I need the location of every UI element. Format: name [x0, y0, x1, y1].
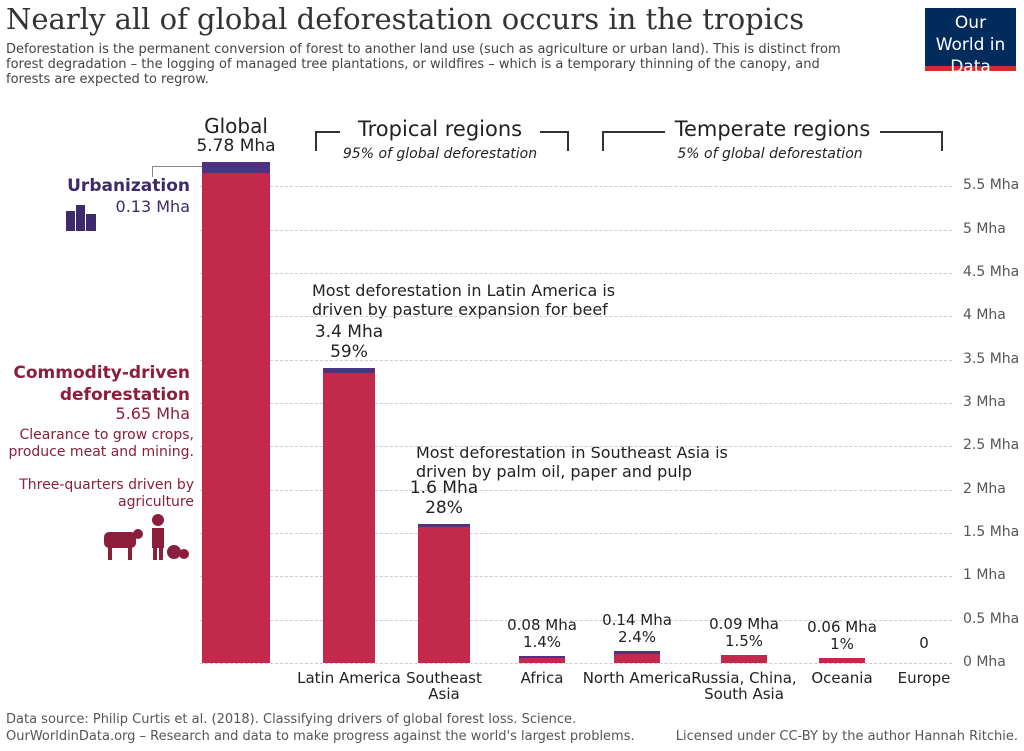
grid-line — [200, 316, 952, 318]
x-tick-label: Russia, China, South Asia — [691, 669, 797, 703]
bar-segment — [202, 173, 270, 663]
grid-line — [200, 229, 952, 231]
y-tick-label: 2.5 Mha — [963, 437, 1020, 454]
x-tick-label: Global — [204, 114, 268, 139]
total-label: 0.14 Mha — [602, 610, 672, 629]
bar-segment — [418, 524, 470, 527]
x-tick-label: Europe — [897, 669, 951, 687]
bar-segment — [418, 526, 470, 663]
total-label: 0.06 Mha — [807, 617, 877, 636]
connector — [152, 166, 203, 177]
annotation: Three-quarters driven by agriculture — [19, 477, 194, 510]
grid-line — [200, 273, 952, 274]
grid-line — [200, 576, 952, 578]
bar-segment — [819, 657, 865, 663]
x-tick-label: North America — [582, 669, 692, 687]
agriculture-icon — [104, 514, 189, 560]
grid-line — [200, 446, 952, 448]
footer: OurWorldinData.org – Research and data t… — [6, 729, 635, 744]
annotation: Most deforestation in Southeast Asia is … — [416, 443, 728, 481]
group-label: Tropical regions — [340, 117, 540, 141]
share-label: 28% — [425, 498, 463, 519]
y-tick-label: 5.5 Mha — [963, 177, 1020, 194]
group-note: 5% of global deforestation — [677, 146, 863, 162]
bar-segment — [519, 657, 565, 663]
y-tick-label: 3.5 Mha — [963, 350, 1020, 367]
y-tick-label: 1.5 Mha — [963, 524, 1020, 540]
legend-value: 0.13 Mha — [115, 197, 190, 216]
logo-text: Our World in Data — [935, 13, 1006, 77]
legend-label: Commodity-driven deforestation — [13, 363, 190, 405]
chart-title: Nearly all of global deforestation occur… — [6, 2, 805, 36]
bar-segment — [519, 656, 565, 658]
bar-segment — [202, 162, 270, 174]
y-tick-label: 0.5 Mha — [963, 610, 1020, 627]
total-label: 0.09 Mha — [709, 615, 779, 634]
share-label: 1.4% — [522, 633, 562, 652]
source: Data source: Philip Curtis et al. (2018)… — [6, 712, 577, 727]
grid-line — [200, 619, 952, 621]
y-tick-label: 3 Mha — [963, 394, 1006, 410]
bar-segment — [323, 368, 375, 373]
group-note: 95% of global deforestation — [342, 146, 538, 162]
grid-line — [200, 359, 952, 361]
grid-line — [200, 663, 952, 664]
total-label: 0.08 Mha — [507, 616, 577, 635]
x-tick-label: Africa — [520, 669, 564, 687]
total-label: 0 — [919, 634, 929, 652]
grid-line — [200, 186, 952, 188]
y-tick-label: 2 Mha — [963, 480, 1006, 497]
subtitle: Deforestation is the permanent conversio… — [6, 42, 841, 87]
y-tick-label: 1 Mha — [963, 567, 1006, 584]
share-label: 1% — [830, 634, 854, 653]
y-tick-label: 4 Mha — [963, 307, 1006, 324]
share-label: 59% — [330, 342, 368, 363]
y-tick-label: 5 Mha — [963, 220, 1006, 237]
x-tick-label: Oceania — [811, 669, 873, 687]
city-icon — [66, 205, 96, 231]
y-tick-label: 0 Mha — [963, 654, 1006, 670]
grid-line — [200, 489, 952, 491]
y-tick-label: 4.5 Mha — [963, 264, 1020, 280]
bar-segment — [614, 650, 660, 655]
bar-segment — [323, 372, 375, 663]
x-tick-label: Latin America — [297, 669, 401, 687]
share-label: 1.5% — [724, 632, 764, 651]
legend-label: Urbanization — [67, 176, 190, 196]
x-tick-label: Southeast Asia — [406, 669, 482, 703]
total-label: 1.6 Mha — [409, 478, 479, 499]
annotation: Clearance to grow crops, produce meat an… — [8, 427, 194, 460]
group-label: Temperate regions — [665, 117, 880, 141]
bar-segment — [614, 654, 660, 663]
logo: Our World in Data — [925, 8, 1016, 77]
grid-line — [200, 403, 952, 404]
bar-segment — [721, 655, 767, 663]
legend-value: 5.65 Mha — [115, 404, 190, 423]
share-label: 2.4% — [617, 627, 657, 646]
annotation: Most deforestation in Latin America is d… — [312, 281, 616, 319]
license: Licensed under CC-BY by the author Hanna… — [675, 729, 1018, 744]
total-label: 3.4 Mha — [314, 322, 384, 343]
grid-line — [200, 533, 952, 534]
total-label: 5.78 Mha — [196, 136, 276, 157]
